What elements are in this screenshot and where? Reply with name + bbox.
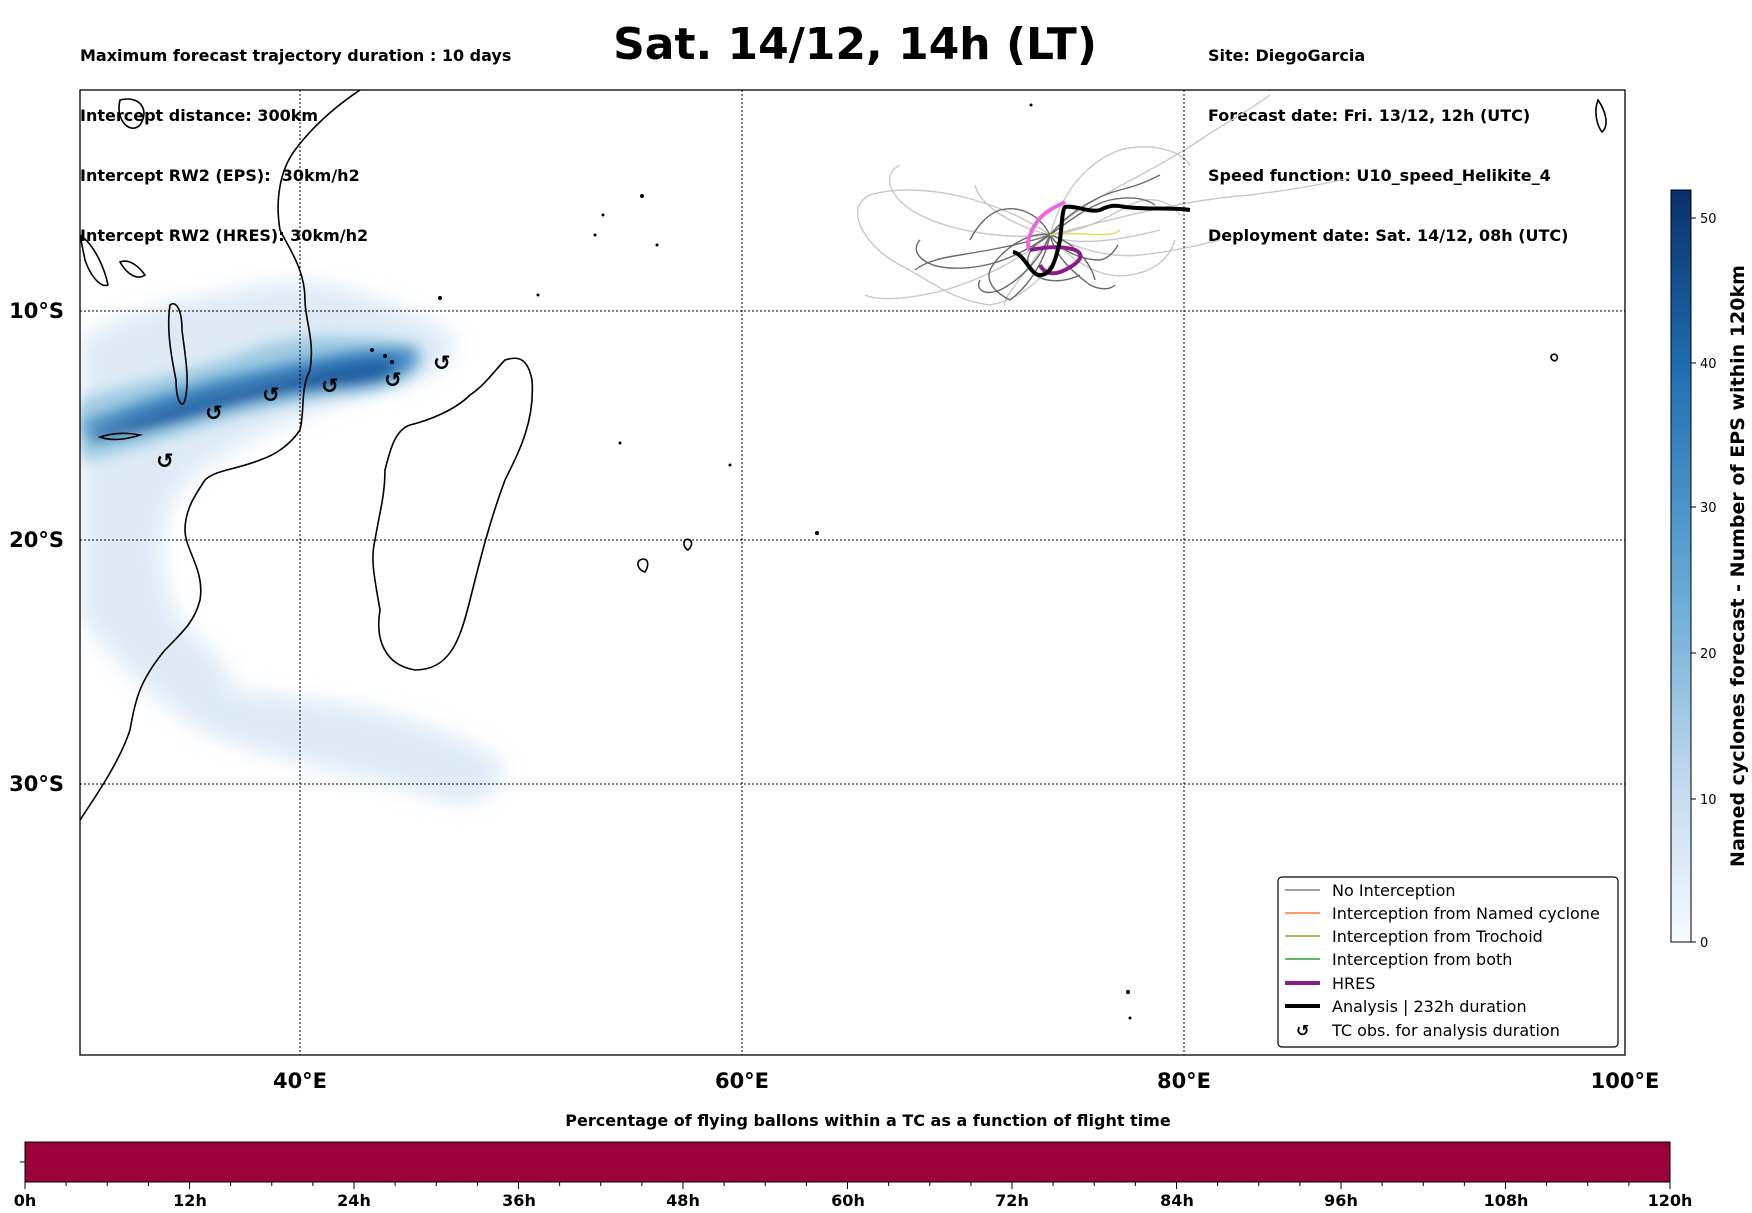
intercept-eps-text: Intercept RW2 (EPS): 30km/h2 xyxy=(80,166,360,185)
svg-text:0: 0 xyxy=(1700,936,1708,951)
svg-text:Interception from Named cyclon: Interception from Named cyclone xyxy=(1332,904,1600,923)
island-coast xyxy=(1550,353,1559,362)
forecast-date-text: Forecast date: Fri. 13/12, 12h (UTC) xyxy=(1208,106,1531,125)
svg-text:TC obs. for analysis duration: TC obs. for analysis duration xyxy=(1331,1021,1560,1040)
lat-tick-labels: 10°S 20°S 30°S xyxy=(9,299,64,796)
tc-obs-icon: ↺ xyxy=(262,383,280,407)
svg-text:48h: 48h xyxy=(666,1191,700,1210)
intercept-hres-text: Intercept RW2 (HRES): 30km/h2 xyxy=(80,226,369,245)
svg-text:30: 30 xyxy=(1700,501,1717,516)
legend-item-no-interception: No Interception xyxy=(1285,881,1456,900)
lake-malawi xyxy=(167,303,188,405)
lat-tick-30s: 30°S xyxy=(9,772,64,796)
lon-tick-100: 100°E xyxy=(1591,1069,1660,1093)
flight-bar-ticks: 0h 12h 24h 36h 48h 60h 72h 84h 96h 108h … xyxy=(14,1191,1693,1210)
gridlines xyxy=(80,90,1625,1055)
tc-obs-icon: ↺ xyxy=(384,368,402,392)
coastlines xyxy=(80,90,1607,821)
svg-text:108h: 108h xyxy=(1484,1191,1529,1210)
svg-text:No Interception: No Interception xyxy=(1332,881,1456,900)
tc-obs-icon: ↺ xyxy=(1296,1021,1309,1040)
legend-item-hres: HRES xyxy=(1285,974,1375,993)
svg-text:60h: 60h xyxy=(831,1191,865,1210)
svg-text:24h: 24h xyxy=(337,1191,371,1210)
lon-tick-80: 80°E xyxy=(1157,1069,1211,1093)
lake-fragment xyxy=(118,260,147,278)
colorbar: 0 10 20 30 40 50 Named cyclones forecast… xyxy=(1670,189,1749,951)
tc-obs-icon: ↺ xyxy=(321,374,339,398)
svg-text:50: 50 xyxy=(1700,212,1717,227)
small-islands xyxy=(370,103,1132,1020)
site-text: Site: DiegoGarcia xyxy=(1208,46,1366,65)
density-peak xyxy=(90,361,398,440)
svg-text:12h: 12h xyxy=(173,1191,207,1210)
lat-tick-20s: 20°S xyxy=(9,528,64,552)
mauritius-coast xyxy=(683,538,693,551)
svg-text:84h: 84h xyxy=(1160,1191,1194,1210)
colorbar-gradient xyxy=(1670,189,1692,943)
svg-text:36h: 36h xyxy=(502,1191,536,1210)
svg-text:120h: 120h xyxy=(1648,1191,1693,1210)
colorbar-ticks: 0 10 20 30 40 50 xyxy=(1691,212,1717,951)
tc-obs-icon: ↺ xyxy=(433,351,451,375)
flight-time-bar: Percentage of flying ballons within a TC… xyxy=(14,1111,1693,1210)
svg-text:Analysis | 232h duration: Analysis | 232h duration xyxy=(1332,997,1527,1016)
svg-text:20: 20 xyxy=(1700,647,1717,662)
africa-coast xyxy=(80,90,361,821)
ensemble-trajectories xyxy=(856,94,1351,306)
map-frame xyxy=(79,89,1626,1056)
lake-tanganyika xyxy=(80,234,109,287)
svg-text:10: 10 xyxy=(1700,793,1717,808)
analysis-track xyxy=(1012,203,1191,278)
legend: No Interception Interception from Named … xyxy=(1277,876,1619,1048)
legend-item-trochoid: Interception from Trochoid xyxy=(1285,927,1543,946)
tc-obs-symbols: ↺ ↺ ↺ ↺ ↺ ↺ xyxy=(156,351,451,473)
lon-tick-40: 40°E xyxy=(273,1069,327,1093)
lon-tick-60: 60°E xyxy=(715,1069,769,1093)
hres-track xyxy=(1029,245,1083,276)
reunion-coast xyxy=(637,558,649,573)
lon-tick-labels: 40°E 60°E 80°E 100°E xyxy=(273,1069,1659,1093)
svg-text:0h: 0h xyxy=(14,1191,37,1210)
tc-obs-icon: ↺ xyxy=(205,401,223,425)
legend-box xyxy=(1277,876,1619,1048)
colorbar-title: Named cyclones forecast - Number of EPS … xyxy=(1727,265,1749,867)
svg-text:Interception from both: Interception from both xyxy=(1332,950,1512,969)
cyclone-density-field xyxy=(80,280,502,803)
speed-function-text: Speed function: U10_speed_Helikite_4 xyxy=(1208,166,1551,185)
flight-bar-title: Percentage of flying ballons within a TC… xyxy=(565,1111,1171,1130)
map-area: ↺ ↺ ↺ ↺ ↺ ↺ xyxy=(80,90,1607,1020)
flight-bar-fill xyxy=(24,1141,1671,1183)
forecast-parameters: Maximum forecast trajectory duration : 1… xyxy=(80,6,511,266)
site-parameters: Site: DiegoGarcia Forecast date: Fri. 13… xyxy=(1208,6,1568,266)
svg-text:96h: 96h xyxy=(1324,1191,1358,1210)
legend-item-both: Interception from both xyxy=(1285,950,1512,969)
legend-item-named-cyclone: Interception from Named cyclone xyxy=(1285,904,1600,923)
svg-text:HRES: HRES xyxy=(1332,974,1375,993)
tc-obs-icon: ↺ xyxy=(156,449,174,473)
madagascar-coast xyxy=(372,357,534,671)
svg-text:40: 40 xyxy=(1700,357,1717,372)
svg-text:Interception from Trochoid: Interception from Trochoid xyxy=(1332,927,1543,946)
svg-text:72h: 72h xyxy=(995,1191,1029,1210)
legend-item-tc-obs: ↺ TC obs. for analysis duration xyxy=(1296,1021,1560,1040)
max-duration-text: Maximum forecast trajectory duration : 1… xyxy=(80,46,512,65)
hres-track-early xyxy=(1026,200,1067,252)
deployment-date-text: Deployment date: Sat. 14/12, 08h (UTC) xyxy=(1208,226,1569,245)
page-title: Sat. 14/12, 14h (LT) xyxy=(613,19,1097,70)
lat-tick-10s: 10°S xyxy=(9,299,64,323)
island-coast-2 xyxy=(1595,98,1607,134)
lake-fragment-2 xyxy=(97,432,144,441)
flight-bar-minor-ticks xyxy=(24,1182,1671,1189)
legend-item-analysis: Analysis | 232h duration xyxy=(1285,997,1527,1016)
lake-victoria xyxy=(118,98,145,129)
